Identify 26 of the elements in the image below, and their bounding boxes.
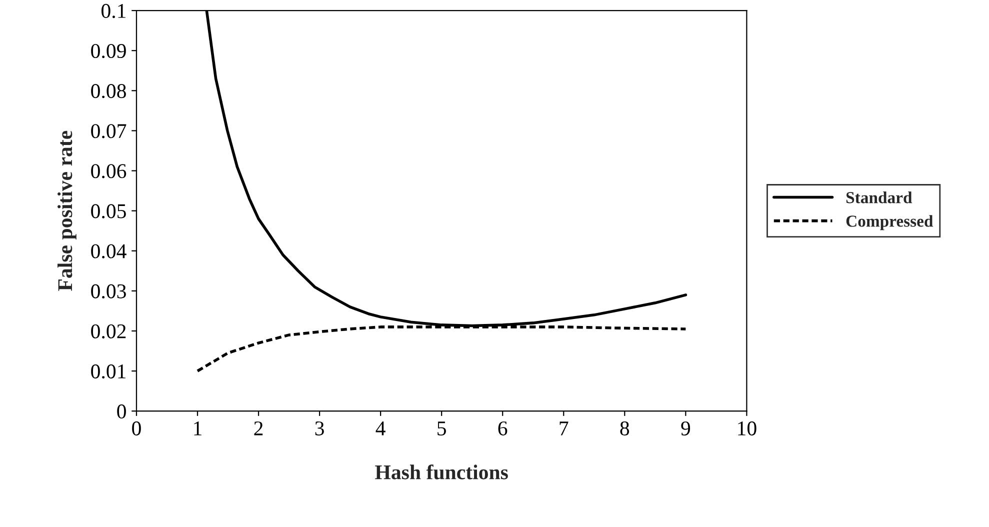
x-tick-label: 1 [194, 421, 202, 436]
y-tick-label: 0.01 [91, 364, 126, 379]
y-tick-label: 0.06 [91, 164, 126, 178]
y-tick-label: 0.05 [91, 204, 126, 218]
y-tick-label: 0.08 [91, 84, 126, 98]
x-tick-label: 5 [438, 422, 446, 436]
x-axis-title: Hash functions [375, 464, 508, 480]
legend-label: Compressed [846, 215, 934, 230]
x-tick-label: 8 [620, 421, 630, 436]
x-tick-label: 0 [132, 421, 141, 436]
y-tick-label: 0 [117, 404, 126, 418]
x-tick-label: 7 [560, 422, 568, 436]
y-axis-title: False positive rate [58, 130, 76, 291]
y-tick-label: 0.09 [91, 44, 126, 58]
y-tick-label: 0.02 [91, 324, 126, 338]
legend-label: Standard [846, 192, 912, 204]
x-tick-label: 3 [315, 421, 324, 436]
y-tick-label: 0.1 [102, 4, 126, 18]
x-tick-label: 10 [738, 421, 756, 436]
x-tick-label: 6 [498, 421, 508, 436]
y-tick-label: 0.04 [91, 244, 126, 258]
y-tick-label: 0.03 [91, 284, 126, 298]
y-tick-label: 0.07 [91, 124, 126, 138]
x-tick-label: 2 [254, 421, 263, 436]
x-tick-label: 9 [681, 421, 690, 436]
x-tick-label: 4 [376, 422, 386, 436]
